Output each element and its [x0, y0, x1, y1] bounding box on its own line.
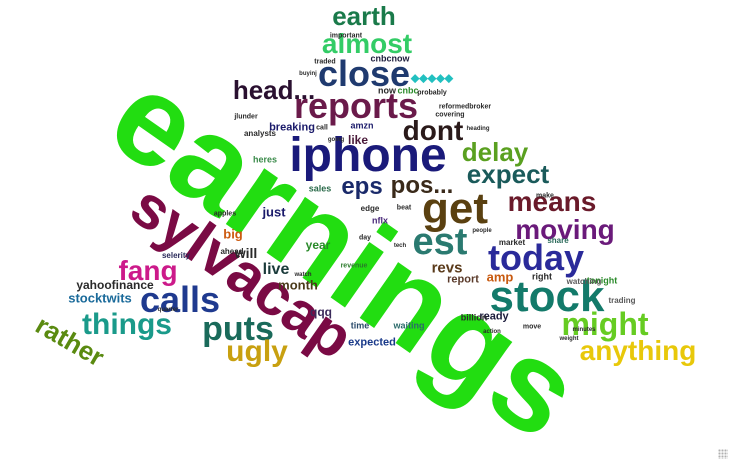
word-day: day — [358, 234, 372, 242]
word-watch: watch — [294, 272, 312, 278]
word-call: call — [316, 124, 328, 132]
word-delay: delay — [461, 137, 529, 167]
word-nflx: nflx — [371, 215, 389, 226]
word-amp: amp — [486, 269, 514, 285]
word-month: month — [278, 277, 318, 293]
word-make: make — [536, 192, 554, 200]
word-weight: weight — [559, 336, 579, 342]
word-stocktwits: stocktwits — [68, 290, 132, 306]
word-action: action — [483, 329, 501, 335]
word-earth: earth — [332, 1, 396, 31]
word-waiting: waiting — [393, 320, 425, 331]
word-cnbc: cnbc — [397, 85, 419, 96]
word-important: important — [329, 32, 363, 40]
word-revenue: revenue — [340, 262, 368, 270]
word-ready: ready — [479, 310, 509, 323]
word-heading: heading — [466, 126, 490, 132]
word-minutes: minutes — [572, 327, 596, 333]
word-expected: expected — [348, 336, 396, 349]
word-like: like — [347, 133, 369, 147]
word-watching: watching — [566, 277, 602, 286]
word-stock: stock — [489, 272, 605, 321]
word-share: share — [547, 236, 569, 245]
word-now: now — [378, 85, 396, 96]
word-going: going — [327, 137, 345, 143]
word-jlunder: jlunder — [234, 113, 258, 121]
word-reports: reports — [293, 85, 419, 126]
word-probably: probably — [417, 89, 447, 97]
word-will: will — [234, 245, 258, 261]
word-revs: revs — [431, 259, 463, 277]
word-cnbcnow: cnbcnow — [370, 53, 410, 64]
word-today: today — [487, 237, 585, 278]
word-puts: puts — [202, 310, 274, 348]
word-ahead: ahead — [220, 247, 244, 256]
word-edge: edge — [360, 204, 380, 213]
word-right: right — [532, 271, 552, 282]
word-calls: calls — [139, 279, 221, 320]
word-reformedbroker: reformedbroker — [438, 103, 492, 111]
word-ugly: ugly — [226, 335, 288, 368]
word-time: time — [350, 320, 370, 331]
word-quarter: quarter — [157, 307, 179, 313]
word-close: close — [317, 53, 411, 94]
word-iphone: iphone — [289, 129, 447, 182]
word-trading: trading — [608, 296, 636, 305]
word-just: just — [262, 204, 286, 220]
word-buyinj: buyinj — [299, 71, 317, 77]
word-traded: traded — [314, 58, 336, 66]
word-beat: beat — [396, 204, 412, 212]
word-tech: tech — [393, 243, 407, 249]
resize-grip-icon[interactable] — [718, 449, 728, 459]
word-live: live — [262, 261, 290, 278]
word-things: things — [82, 308, 172, 341]
word-apples: apples — [213, 210, 237, 218]
word-diamonds: ◆◆◆◆◆ — [410, 72, 454, 85]
word-analysts: analysts — [243, 129, 277, 138]
word-means: means — [507, 186, 597, 217]
word-expect: expect — [466, 159, 550, 189]
word-breaking: breaking — [269, 121, 315, 134]
word-get: get — [422, 184, 488, 233]
word-year: year — [305, 238, 331, 252]
word-might: might — [561, 306, 649, 342]
word-yahoofinance: yahoofinance — [76, 278, 154, 292]
word-head: head... — [232, 75, 316, 105]
word-almost: almost — [321, 28, 413, 59]
word-pos: pos... — [390, 172, 454, 199]
word-covering: covering — [435, 111, 465, 119]
word-people: people — [472, 228, 492, 234]
word-anything: anything — [579, 335, 697, 366]
word-move: move — [522, 323, 542, 331]
word-est: est — [412, 221, 468, 263]
word-big: big — [223, 226, 243, 242]
word-tonight: tonight — [586, 275, 618, 286]
word-dont: dont — [402, 115, 464, 146]
word-fang: fang — [118, 255, 178, 286]
word-report: report — [447, 273, 479, 286]
word-moving: moving — [515, 214, 615, 245]
word-qqq: qqq — [310, 305, 332, 319]
word-market: market — [498, 238, 526, 247]
word-heres: heres — [252, 154, 278, 165]
word-billion: billion — [460, 312, 488, 323]
word-amzn: amzn — [350, 120, 374, 131]
word-eps: eps — [341, 173, 383, 200]
word-selerity: selerity — [161, 251, 191, 260]
word-sales: sales — [308, 183, 332, 194]
